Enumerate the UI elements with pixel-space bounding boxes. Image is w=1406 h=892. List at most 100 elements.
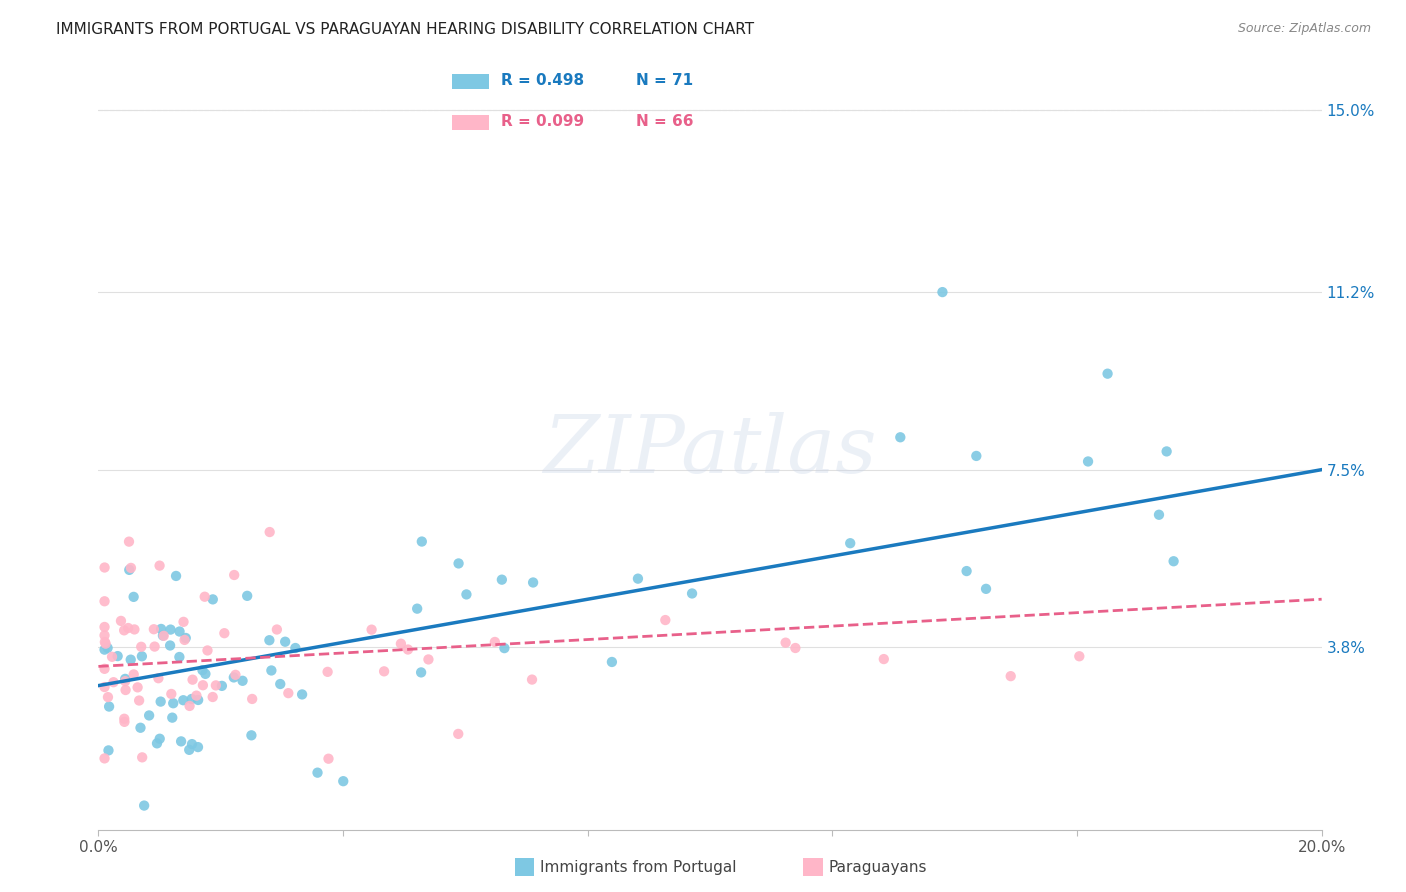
Point (269, 677, 291, 691)
Point (142, 622, 165, 636)
Point (120, 653, 142, 667)
Point (491, 573, 513, 587)
Point (127, 681, 149, 695)
Point (1000, 669, 1022, 683)
Point (201, 592, 224, 607)
Point (224, 668, 246, 682)
Point (118, 563, 141, 577)
Point (965, 449, 987, 463)
FancyBboxPatch shape (451, 114, 489, 130)
Point (93, 680, 115, 694)
Point (1069, 649, 1091, 664)
Point (149, 558, 172, 573)
Point (152, 629, 174, 643)
Point (411, 534, 433, 549)
Point (214, 626, 236, 640)
Point (1147, 508, 1170, 522)
Text: R = 0.498: R = 0.498 (501, 73, 583, 88)
Point (97, 640, 120, 655)
Text: IMMIGRANTS FROM PORTUGAL VS PARAGUAYAN HEARING DISABILITY CORRELATION CHART: IMMIGRANTS FROM PORTUGAL VS PARAGUAYAN H… (56, 22, 755, 37)
Point (93, 642, 115, 657)
Point (389, 637, 412, 651)
Text: Paraguayans: Paraguayans (828, 860, 927, 874)
Point (236, 589, 259, 603)
Point (93, 628, 115, 642)
Point (93, 662, 115, 676)
Point (373, 665, 395, 679)
Point (187, 693, 209, 707)
Point (411, 665, 433, 680)
Text: N = 66: N = 66 (636, 114, 693, 129)
Point (259, 524, 281, 539)
Point (122, 590, 145, 604)
Point (931, 285, 953, 299)
Point (174, 631, 197, 645)
Point (873, 652, 896, 666)
Point (169, 650, 191, 665)
Point (149, 731, 172, 746)
Point (187, 740, 209, 755)
Point (93, 751, 115, 765)
Point (114, 683, 136, 698)
Point (291, 688, 314, 702)
Point (146, 736, 169, 750)
Point (159, 639, 181, 653)
Point (259, 633, 281, 648)
Point (118, 534, 141, 549)
Point (191, 678, 214, 692)
Point (114, 674, 136, 689)
Point (406, 601, 429, 615)
Point (494, 641, 516, 656)
Point (97, 690, 120, 705)
Point (160, 687, 183, 701)
Point (484, 635, 506, 649)
Point (93, 620, 115, 634)
Point (124, 623, 146, 637)
Point (316, 665, 339, 679)
Point (122, 667, 145, 681)
Point (240, 692, 263, 706)
Point (1077, 454, 1099, 468)
Point (1156, 444, 1178, 458)
Point (277, 686, 299, 700)
Point (418, 652, 440, 666)
Point (172, 693, 194, 707)
Point (131, 649, 153, 664)
Text: Immigrants from Portugal: Immigrants from Portugal (540, 860, 737, 874)
Point (94, 637, 117, 651)
Text: ZIPatlas: ZIPatlas (543, 412, 877, 489)
Point (112, 712, 135, 726)
Point (103, 675, 125, 690)
Point (128, 693, 150, 707)
Point (131, 750, 153, 764)
Text: Source: ZipAtlas.com: Source: ZipAtlas.com (1237, 22, 1371, 36)
Point (98, 699, 121, 714)
Point (179, 743, 201, 757)
Point (112, 624, 135, 638)
Point (240, 728, 263, 742)
Point (159, 623, 181, 637)
Point (197, 643, 219, 657)
Point (114, 672, 136, 686)
Point (97, 743, 120, 757)
Point (211, 679, 233, 693)
Point (1163, 554, 1185, 568)
Point (180, 692, 202, 706)
Point (284, 640, 307, 655)
Point (173, 632, 195, 647)
Point (186, 689, 208, 703)
FancyBboxPatch shape (451, 74, 489, 89)
Point (120, 561, 142, 575)
Point (94, 635, 117, 649)
Point (232, 673, 254, 688)
Point (889, 430, 911, 444)
Point (93, 560, 115, 574)
Point (173, 615, 195, 629)
Point (150, 622, 173, 636)
Point (839, 536, 862, 550)
Point (222, 670, 245, 684)
Point (224, 568, 246, 582)
Point (138, 708, 160, 723)
Point (974, 582, 997, 596)
Point (181, 737, 204, 751)
